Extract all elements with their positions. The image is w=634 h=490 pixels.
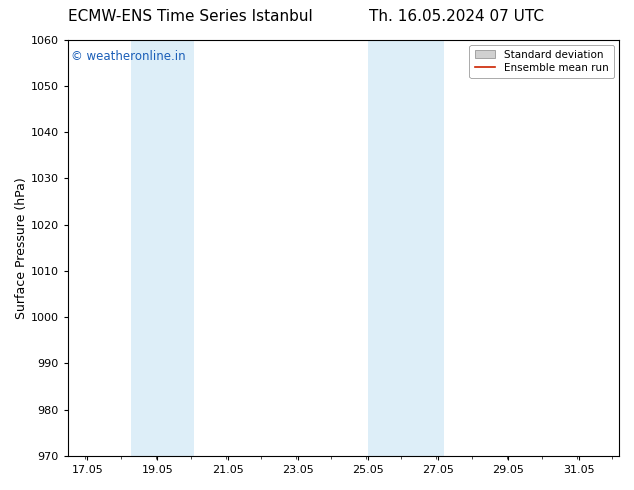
Bar [131,40,166,456]
Bar [368,40,391,456]
Text: ECMW-ENS Time Series Istanbul: ECMW-ENS Time Series Istanbul [68,9,313,24]
Bar [166,40,194,456]
Text: Th. 16.05.2024 07 UTC: Th. 16.05.2024 07 UTC [369,9,544,24]
Y-axis label: Surface Pressure (hPa): Surface Pressure (hPa) [15,177,28,318]
Bar [391,40,444,456]
Text: © weatheronline.in: © weatheronline.in [70,50,185,63]
Legend: Standard deviation, Ensemble mean run: Standard deviation, Ensemble mean run [469,45,614,78]
